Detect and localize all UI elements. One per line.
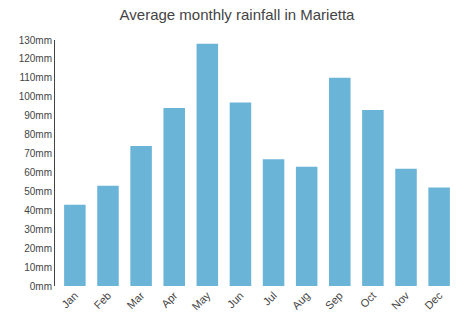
svg-text:Oct: Oct [358, 289, 379, 310]
svg-text:120mm: 120mm [19, 53, 52, 64]
svg-text:Nov: Nov [389, 289, 412, 312]
svg-text:60mm: 60mm [24, 167, 52, 178]
svg-text:110mm: 110mm [19, 72, 52, 83]
svg-text:Apr: Apr [159, 289, 180, 310]
svg-text:Dec: Dec [422, 289, 445, 312]
svg-text:Sep: Sep [323, 289, 345, 311]
svg-text:Aug: Aug [290, 289, 312, 311]
svg-text:30mm: 30mm [24, 224, 52, 235]
svg-text:70mm: 70mm [24, 148, 52, 159]
svg-text:Average monthly rainfall in Ma: Average monthly rainfall in Marietta [120, 6, 355, 23]
svg-text:50mm: 50mm [24, 186, 52, 197]
svg-text:10mm: 10mm [24, 262, 52, 273]
svg-text:100mm: 100mm [19, 91, 52, 102]
svg-text:Mar: Mar [125, 289, 147, 311]
svg-text:20mm: 20mm [24, 243, 52, 254]
svg-text:Jun: Jun [225, 289, 246, 310]
svg-text:Jul: Jul [260, 289, 278, 307]
svg-text:Jan: Jan [59, 289, 80, 310]
svg-text:90mm: 90mm [24, 110, 52, 121]
svg-text:May: May [189, 289, 213, 313]
svg-text:0mm: 0mm [30, 281, 52, 292]
svg-text:40mm: 40mm [24, 205, 52, 216]
svg-text:80mm: 80mm [24, 129, 52, 140]
svg-text:Feb: Feb [91, 289, 113, 311]
svg-text:130mm: 130mm [19, 35, 52, 46]
